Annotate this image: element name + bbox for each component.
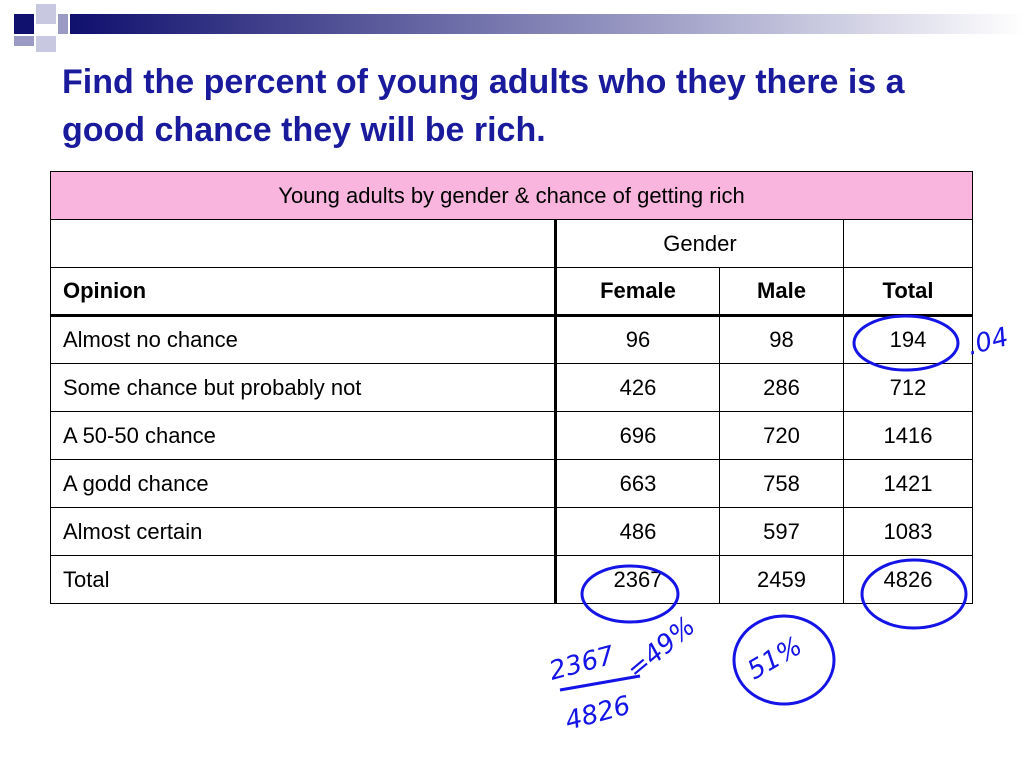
- decor-square: [36, 4, 56, 24]
- decor-square: [58, 14, 68, 34]
- table-cell: 426: [555, 363, 720, 412]
- ink-text: 51%: [743, 631, 808, 686]
- slide-title: Find the percent of young adults who the…: [62, 63, 905, 149]
- row-label: Total: [50, 555, 557, 604]
- row-label: Almost no chance: [50, 315, 557, 364]
- ink-circle: [852, 314, 960, 372]
- decor-square: [14, 36, 34, 46]
- table-row: Total 2367 2459 4826: [50, 555, 973, 604]
- table-cell: 4826: [843, 555, 973, 604]
- table-cell: 286: [719, 363, 844, 412]
- table-cell: 597: [719, 507, 844, 556]
- empty-cell: [843, 219, 973, 268]
- ink-fraction-line: [559, 674, 641, 692]
- table-cell: 696: [555, 411, 720, 460]
- ink-circle: [580, 564, 680, 624]
- decor-square: [36, 36, 56, 52]
- data-table: Young adults by gender & chance of getti…: [50, 171, 973, 604]
- table-cell: 1421: [843, 459, 973, 508]
- table-cell: 96: [555, 315, 720, 364]
- row-label: Some chance but probably not: [50, 363, 557, 412]
- table-row: Almost certain 486 597 1083: [50, 507, 973, 556]
- row-label: A 50-50 chance: [50, 411, 557, 460]
- ink-circle: [732, 614, 836, 706]
- row-label: A godd chance: [50, 459, 557, 508]
- header-bar: [70, 14, 1024, 34]
- row-label: Almost certain: [50, 507, 557, 556]
- table-row: Almost no chance 96 98 194: [50, 315, 973, 364]
- table-cell: 720: [719, 411, 844, 460]
- table-cell: 486: [555, 507, 720, 556]
- column-header: Total: [843, 267, 973, 317]
- ink-text: 2367: [546, 641, 618, 687]
- ink-text: .04: [964, 322, 1012, 362]
- table-cell: 2459: [719, 555, 844, 604]
- ink-circle: [860, 558, 968, 630]
- table-cell: 758: [719, 459, 844, 508]
- column-header: Male: [719, 267, 844, 317]
- column-header: Female: [555, 267, 720, 317]
- table-cell: 1416: [843, 411, 973, 460]
- column-header: Opinion: [50, 267, 557, 317]
- table-cell: 663: [555, 459, 720, 508]
- table-row: A godd chance 663 758 1421: [50, 459, 973, 508]
- table-row: Some chance but probably not 426 286 712: [50, 363, 973, 412]
- table-cell: 1083: [843, 507, 973, 556]
- table-caption: Young adults by gender & chance of getti…: [50, 171, 973, 220]
- decor-square: [14, 14, 34, 34]
- table-row: A 50-50 chance 696 720 1416: [50, 411, 973, 460]
- ink-text: 4826: [562, 691, 634, 737]
